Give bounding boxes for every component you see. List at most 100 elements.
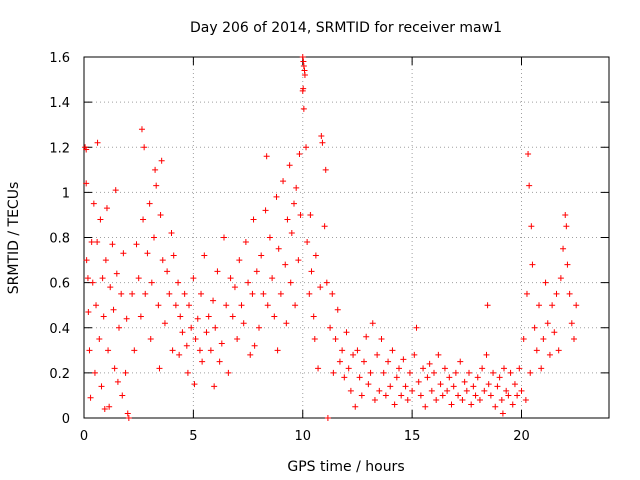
data-point	[83, 257, 90, 264]
data-point	[413, 324, 420, 331]
data-point	[494, 383, 501, 390]
data-point	[526, 182, 533, 189]
data-point	[188, 324, 195, 331]
y-axis-label: SRMTID / TECUs	[6, 182, 22, 295]
y-tick-label: 1.4	[49, 96, 70, 111]
data-point	[123, 315, 130, 322]
data-point	[100, 313, 107, 320]
data-point	[544, 320, 551, 327]
data-point	[109, 241, 116, 248]
data-point	[398, 392, 405, 399]
data-point	[114, 378, 121, 385]
data-point	[444, 387, 451, 394]
data-point	[369, 320, 376, 327]
y-tick-label: 0.4	[49, 322, 70, 337]
y-tick-label: 0.6	[49, 277, 70, 292]
data-point	[319, 139, 326, 146]
data-point	[152, 166, 159, 173]
data-point	[374, 351, 381, 358]
data-point	[107, 284, 114, 291]
data-point	[157, 211, 164, 218]
data-point	[129, 290, 136, 297]
data-point	[435, 351, 442, 358]
data-point	[385, 358, 392, 365]
data-point	[264, 302, 271, 309]
data-point	[307, 211, 314, 218]
y-tick-label: 1.6	[49, 51, 70, 66]
data-point	[300, 85, 307, 92]
data-point	[562, 211, 569, 218]
data-point	[571, 336, 577, 343]
data-point	[557, 275, 564, 282]
data-point	[94, 239, 101, 246]
data-point	[474, 374, 481, 381]
data-point	[518, 387, 525, 394]
data-point	[194, 315, 201, 322]
data-point	[223, 302, 230, 309]
data-point	[245, 279, 252, 286]
data-point	[192, 336, 199, 343]
data-point	[310, 313, 317, 320]
data-point	[476, 396, 483, 403]
data-point	[461, 378, 468, 385]
data-point	[172, 302, 179, 309]
data-point	[221, 234, 227, 241]
data-point	[288, 229, 295, 236]
data-point	[322, 166, 329, 173]
data-point	[153, 182, 160, 189]
data-point	[455, 392, 462, 399]
plot-area-frame	[83, 56, 610, 419]
data-point	[485, 381, 492, 388]
y-tick-label: 1.2	[49, 141, 70, 156]
data-point	[354, 347, 361, 354]
data-point	[566, 290, 573, 297]
data-point	[555, 347, 562, 354]
data-point	[538, 365, 545, 372]
data-point	[271, 313, 278, 320]
data-point	[563, 223, 570, 230]
data-point	[339, 347, 346, 354]
data-point	[496, 374, 503, 381]
data-point	[312, 252, 319, 259]
data-point	[83, 180, 90, 187]
data-point	[330, 369, 337, 376]
data-point	[96, 336, 103, 343]
data-point	[479, 365, 486, 372]
data-point	[540, 336, 547, 343]
data-point	[216, 358, 223, 365]
data-point	[332, 336, 339, 343]
data-point	[93, 302, 100, 309]
data-point	[300, 105, 307, 112]
data-point	[472, 392, 479, 399]
grid-lines	[84, 57, 609, 418]
data-point	[345, 365, 352, 372]
data-point	[296, 151, 303, 158]
y-tick-label: 0	[62, 412, 70, 427]
data-point	[120, 250, 127, 257]
data-point	[527, 369, 534, 376]
data-point	[439, 392, 446, 399]
data-point	[336, 358, 343, 365]
x-axis-label: GPS time / hours	[287, 459, 404, 475]
data-point	[133, 241, 140, 248]
data-point	[304, 239, 311, 246]
data-point	[84, 275, 91, 282]
data-point	[166, 290, 173, 297]
data-point	[546, 351, 553, 358]
data-point	[404, 396, 411, 403]
data-point	[424, 374, 431, 381]
data-point	[138, 126, 145, 133]
data-point	[324, 415, 331, 421]
data-point	[101, 405, 108, 412]
data-point	[297, 211, 304, 218]
data-point	[303, 144, 310, 151]
data-points	[82, 54, 580, 421]
data-point	[240, 320, 247, 327]
data-point	[247, 351, 254, 358]
data-point	[90, 200, 97, 207]
data-point	[387, 383, 394, 390]
data-point	[161, 320, 168, 327]
data-point	[323, 279, 330, 286]
data-point	[211, 383, 218, 390]
data-point	[87, 394, 94, 401]
